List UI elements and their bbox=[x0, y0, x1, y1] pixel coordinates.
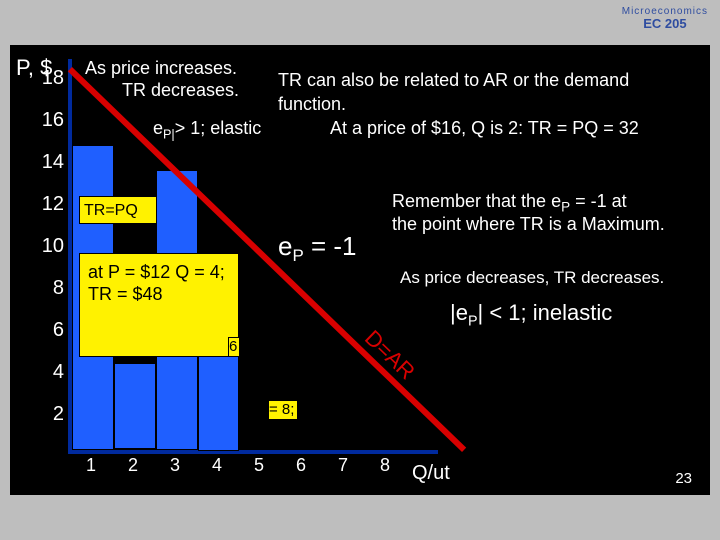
ep-mid-e: e bbox=[278, 231, 292, 261]
y-tick: 2 bbox=[34, 403, 64, 426]
callout-box: at P = $12 Q = 4; TR = $48 bbox=[79, 253, 239, 357]
ep-mid-rest: = -1 bbox=[304, 231, 357, 261]
inel-rest: | < 1; inelastic bbox=[478, 300, 613, 325]
y-tick: 6 bbox=[34, 319, 64, 342]
note-price-dec: As price decreases, TR decreases. bbox=[400, 267, 664, 288]
y-tick: 12 bbox=[34, 193, 64, 216]
logo-ec-text: EC 205 bbox=[622, 17, 708, 31]
x-axis-label: Q/ut bbox=[412, 462, 450, 485]
slide-panel: P, $ Q/ut 18161412108642 12345678 TR=PQa… bbox=[10, 45, 710, 495]
inel-sub: P bbox=[468, 313, 478, 329]
inel-pre: |e bbox=[450, 300, 468, 325]
note-tr-dec: TR decreases. bbox=[122, 79, 239, 102]
elastic-e: e bbox=[153, 118, 163, 138]
note-remember2: the point where TR is a Maximum. bbox=[392, 213, 665, 236]
y-tick: 18 bbox=[34, 67, 64, 90]
remember-t1: Remember that the e bbox=[392, 191, 561, 211]
x-tick: 2 bbox=[128, 455, 138, 476]
x-tick: 1 bbox=[86, 455, 96, 476]
remember-t2: = -1 at bbox=[570, 191, 627, 211]
note-tr-ar1: TR can also be related to AR or the dema… bbox=[278, 69, 629, 92]
x-tick: 3 bbox=[170, 455, 180, 476]
note-ep-mid: eP = -1 bbox=[278, 230, 357, 266]
note-elastic-right: At a price of $16, Q is 2: TR = PQ = 32 bbox=[330, 117, 639, 140]
note-inelastic: |eP| < 1; inelastic bbox=[450, 299, 612, 331]
y-tick: 4 bbox=[34, 361, 64, 384]
x-tick: 5 bbox=[254, 455, 264, 476]
bar bbox=[114, 363, 156, 449]
note-price-inc: As price increases. bbox=[85, 57, 237, 80]
y-tick: 14 bbox=[34, 151, 64, 174]
y-tick: 10 bbox=[34, 235, 64, 258]
x-axis bbox=[68, 450, 438, 454]
y-tick: 16 bbox=[34, 109, 64, 132]
callout-box: = 8; bbox=[268, 400, 298, 420]
y-tick: 8 bbox=[34, 277, 64, 300]
x-tick: 7 bbox=[338, 455, 348, 476]
note-tr-ar2: function. bbox=[278, 93, 346, 116]
x-tick: 6 bbox=[296, 455, 306, 476]
callout-box: TR=PQ bbox=[79, 196, 157, 224]
ep-mid-sub: P bbox=[292, 246, 303, 265]
note-elastic: eP|> 1; elastic bbox=[153, 117, 261, 143]
callout-box: 6 bbox=[228, 337, 240, 357]
x-tick: 8 bbox=[380, 455, 390, 476]
course-logo: Microeconomics EC 205 bbox=[622, 6, 708, 31]
page-number: 23 bbox=[675, 470, 692, 487]
x-tick: 4 bbox=[212, 455, 222, 476]
elastic-sub: P| bbox=[163, 128, 175, 142]
elastic-rest: > 1; elastic bbox=[175, 118, 262, 138]
